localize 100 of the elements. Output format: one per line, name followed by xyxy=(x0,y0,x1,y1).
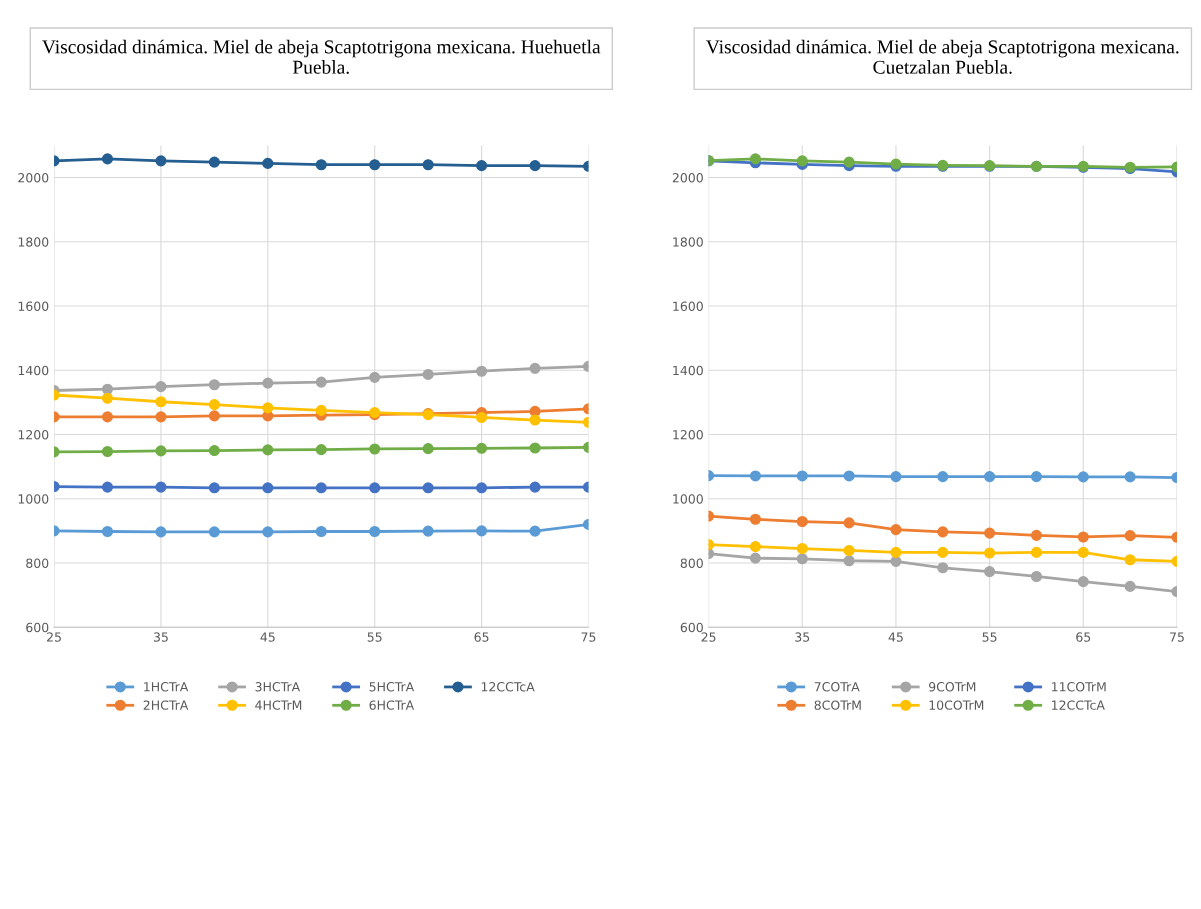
point xyxy=(262,444,274,456)
point xyxy=(1124,530,1136,542)
point xyxy=(476,482,488,494)
point xyxy=(529,525,541,537)
point xyxy=(529,414,541,426)
x-tick-label: 75 xyxy=(581,632,596,642)
point xyxy=(208,379,220,391)
legend-label: 2HCTrA xyxy=(143,700,189,710)
y-tick-label: 800 xyxy=(26,558,49,568)
point xyxy=(843,517,855,529)
point xyxy=(369,525,381,538)
legend-label: 12CCTcA xyxy=(481,682,535,692)
point xyxy=(262,402,274,414)
point xyxy=(262,482,274,494)
point xyxy=(101,445,114,458)
point xyxy=(208,410,220,422)
y-tick-label: 600 xyxy=(680,622,703,633)
y-tick-label: 1800 xyxy=(18,237,49,247)
y-tick-label: 2000 xyxy=(18,173,49,183)
point xyxy=(843,555,855,567)
point xyxy=(843,470,855,482)
x-tick-label: 55 xyxy=(367,632,382,642)
point xyxy=(155,411,167,423)
y-tick-label: 1200 xyxy=(673,429,703,440)
point xyxy=(890,471,902,483)
point xyxy=(155,481,167,493)
y-tick-label: 1400 xyxy=(18,365,49,376)
x-tick-label: 45 xyxy=(888,632,903,642)
point xyxy=(1077,471,1089,483)
point xyxy=(1077,531,1089,543)
point xyxy=(315,376,327,388)
x-tick-label: 55 xyxy=(982,632,997,642)
point xyxy=(155,155,167,167)
point xyxy=(315,404,327,416)
point xyxy=(1124,580,1136,592)
x-tick-label: 65 xyxy=(474,632,489,642)
point xyxy=(476,160,488,172)
point xyxy=(890,524,902,536)
point xyxy=(1124,471,1136,483)
point xyxy=(529,160,541,172)
point xyxy=(101,525,114,538)
point xyxy=(984,566,996,578)
point xyxy=(208,445,220,457)
point xyxy=(796,515,808,528)
y-tick-label: 1800 xyxy=(673,237,703,247)
point xyxy=(369,371,381,383)
point xyxy=(749,552,761,564)
point xyxy=(422,443,434,455)
x-tick-label: 25 xyxy=(47,632,61,642)
x-tick-label: 35 xyxy=(795,632,810,642)
point xyxy=(749,153,761,165)
point xyxy=(937,471,949,483)
chart-title: Viscosidad dinámica. Miel de abeja Scaptotrigona mexicana. Cuetzalan Puebla. xyxy=(706,39,1179,74)
point xyxy=(476,411,488,424)
point xyxy=(796,553,808,565)
legend-label: 6HCTrA xyxy=(369,700,415,710)
point xyxy=(1030,546,1043,558)
point xyxy=(529,481,541,493)
legend-label: 1HCTrA xyxy=(144,682,189,692)
point xyxy=(101,392,114,404)
point xyxy=(749,470,761,482)
legend-label: 12CCTcA xyxy=(1052,700,1105,710)
point xyxy=(101,153,114,165)
point xyxy=(890,546,902,558)
point xyxy=(529,405,541,417)
point xyxy=(1030,570,1043,583)
point xyxy=(155,381,167,393)
point xyxy=(208,399,220,411)
point xyxy=(937,562,949,574)
point xyxy=(984,547,996,559)
point xyxy=(208,156,220,168)
point xyxy=(1030,471,1043,483)
point xyxy=(1077,576,1089,588)
x-tick-label: 75 xyxy=(1170,632,1184,642)
point xyxy=(984,471,996,483)
point xyxy=(937,546,949,558)
point xyxy=(476,365,488,377)
point xyxy=(796,542,808,555)
point xyxy=(529,442,541,454)
y-tick-label: 1200 xyxy=(18,429,49,440)
point xyxy=(476,525,488,537)
point xyxy=(369,443,381,455)
point xyxy=(208,526,220,538)
point xyxy=(796,470,808,482)
point xyxy=(315,159,327,171)
legend-label: 7COTrA xyxy=(814,682,860,692)
x-tick-label: 35 xyxy=(153,632,168,642)
point xyxy=(262,526,274,538)
x-tick-label: 45 xyxy=(260,632,275,642)
point xyxy=(422,159,434,171)
point xyxy=(208,482,220,494)
legend-label: 11COTrM xyxy=(1052,682,1106,692)
point xyxy=(101,481,114,493)
point xyxy=(422,482,434,494)
point xyxy=(155,526,167,538)
legend-label: 10COTrM xyxy=(929,700,984,710)
y-tick-label: 1400 xyxy=(673,365,703,376)
point xyxy=(262,157,274,169)
point xyxy=(529,362,541,374)
y-tick-label: 1000 xyxy=(18,494,49,504)
